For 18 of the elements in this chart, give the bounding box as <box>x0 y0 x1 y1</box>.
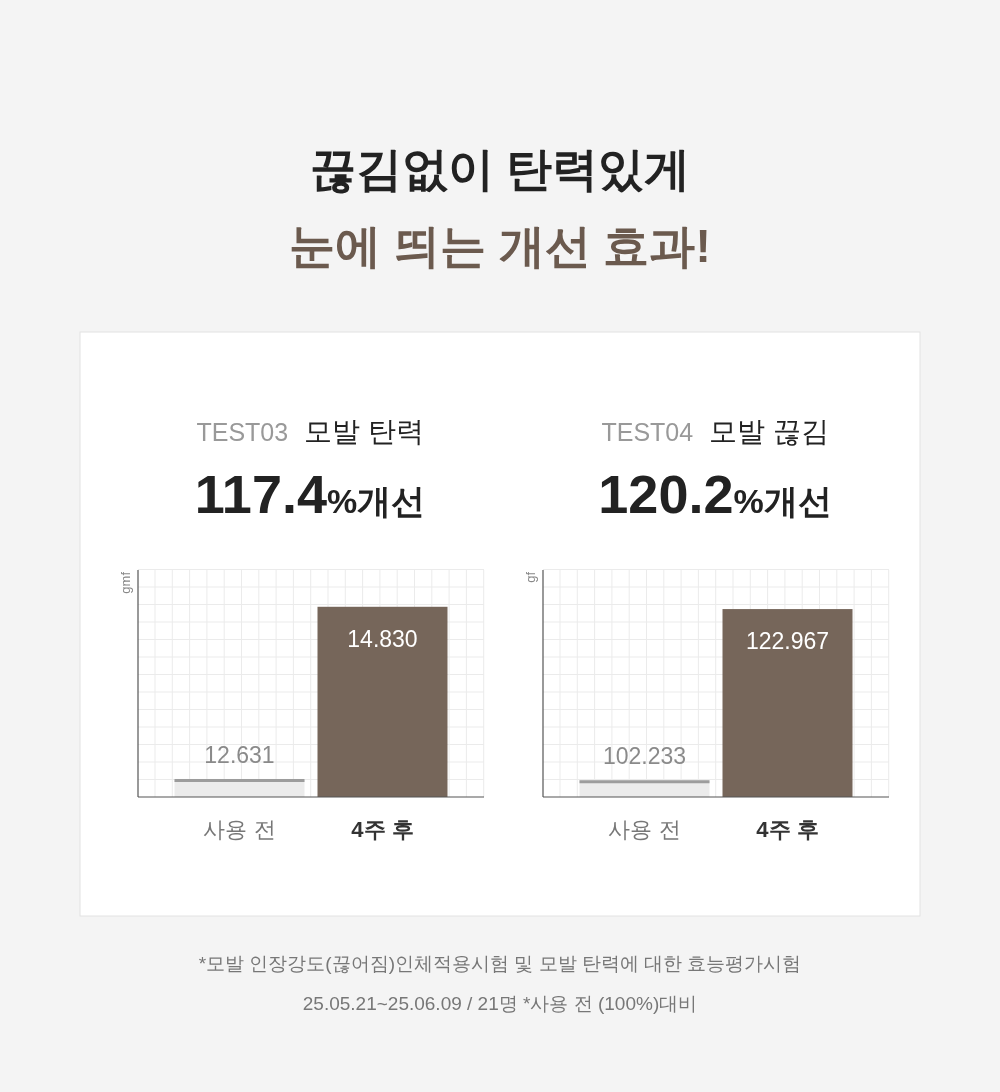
x-tick-label: 사용 전 <box>608 817 681 842</box>
data-label: 14.830 <box>347 625 418 652</box>
x-tick-label: 4주 후 <box>756 817 819 842</box>
chart-title: TEST03 모발 탄력 <box>196 416 424 447</box>
text: 눈에 띄는 개선 효과! <box>289 220 711 272</box>
text: *모발 인장강도(끊어짐)인체적용시험 및 모발 탄력에 대한 효능평가시험 <box>198 953 802 974</box>
y-axis-title: gmf <box>118 571 133 594</box>
data-label: 102.233 <box>602 743 687 770</box>
chart-subtitle: 120.2%개선 <box>598 464 832 524</box>
y-axis-title: gf <box>523 571 538 583</box>
text: 끊김없이 탄력있게 <box>309 143 691 195</box>
text: 25.05.21~25.06.09 / 21명 *사용 전 (100%)대비 <box>302 993 698 1014</box>
x-tick-label: 사용 전 <box>203 817 276 842</box>
data-label: 122.967 <box>745 628 830 655</box>
data-label: 12.631 <box>204 741 275 768</box>
x-tick-label: 4주 후 <box>351 817 414 842</box>
chart-subtitle: 117.4%개선 <box>194 464 426 524</box>
chart-title: TEST04 모발 끊김 <box>601 416 829 447</box>
